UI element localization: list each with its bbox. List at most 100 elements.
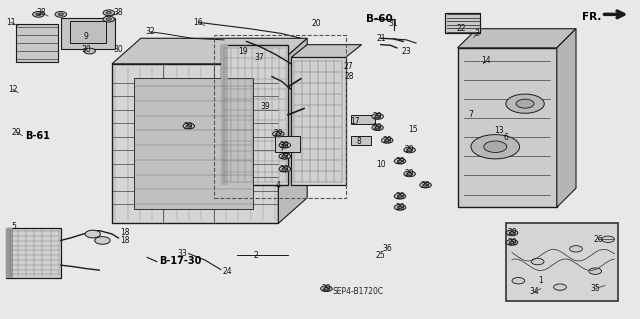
Circle shape [509, 232, 515, 234]
Bar [61, 18, 115, 49]
Circle shape [420, 182, 431, 188]
Bar [351, 136, 371, 145]
Circle shape [282, 168, 287, 170]
Text: 38: 38 [113, 8, 124, 17]
Text: 29: 29 [11, 128, 21, 137]
Circle shape [397, 195, 403, 197]
Text: 7: 7 [468, 110, 473, 119]
Circle shape [589, 268, 602, 274]
Circle shape [282, 144, 287, 146]
Circle shape [84, 48, 95, 54]
Circle shape [372, 114, 383, 119]
Bar [214, 35, 346, 198]
Bar [221, 45, 288, 185]
Text: 29: 29 [280, 165, 290, 174]
Text: 30: 30 [113, 45, 124, 54]
Circle shape [554, 284, 566, 290]
Polygon shape [557, 29, 576, 207]
Circle shape [506, 240, 518, 245]
Circle shape [471, 135, 520, 159]
Circle shape [375, 115, 380, 118]
Circle shape [404, 171, 415, 177]
Circle shape [397, 160, 403, 162]
Text: 16: 16 [193, 18, 204, 27]
Bar [275, 136, 300, 152]
Text: B-61: B-61 [26, 130, 51, 141]
Text: 7: 7 [279, 144, 284, 153]
Text: 29: 29 [404, 169, 415, 178]
Text: 39: 39 [260, 102, 271, 111]
Circle shape [394, 204, 406, 210]
Text: 34: 34 [529, 287, 540, 296]
Text: 19: 19 [238, 47, 248, 56]
Bar [458, 48, 557, 207]
Circle shape [282, 155, 287, 158]
Circle shape [397, 206, 403, 209]
Text: 30: 30 [81, 45, 92, 54]
Polygon shape [112, 38, 307, 64]
Bar [351, 115, 375, 124]
Text: 32: 32 [145, 27, 156, 36]
Text: 26: 26 [593, 235, 604, 244]
Circle shape [375, 126, 380, 129]
Circle shape [407, 173, 412, 175]
Circle shape [55, 11, 67, 17]
Text: 11: 11 [6, 18, 15, 27]
Text: 5: 5 [12, 222, 17, 231]
Text: 22: 22 [456, 24, 465, 33]
Text: 29: 29 [395, 192, 405, 201]
Text: 29: 29 [372, 123, 383, 132]
Text: 27: 27 [344, 63, 354, 71]
Bar [6, 228, 13, 278]
Circle shape [506, 230, 518, 236]
Circle shape [394, 158, 406, 164]
Text: B-17-30: B-17-30 [159, 256, 201, 266]
Text: 29: 29 [372, 112, 383, 121]
Bar [134, 78, 253, 209]
Text: 29: 29 [420, 181, 431, 189]
Circle shape [509, 241, 515, 244]
Circle shape [404, 147, 415, 153]
Circle shape [381, 137, 393, 143]
Circle shape [183, 123, 195, 129]
Text: 29: 29 [507, 238, 517, 247]
Text: SEP4-B1720C: SEP4-B1720C [333, 287, 384, 296]
Circle shape [103, 10, 115, 16]
Circle shape [394, 193, 406, 199]
Bar [506, 223, 618, 301]
Circle shape [95, 237, 110, 244]
Text: 20: 20 [312, 19, 322, 28]
Text: 14: 14 [481, 56, 492, 65]
Circle shape [279, 166, 291, 172]
Text: 29: 29 [395, 203, 405, 212]
Bar [221, 45, 228, 185]
Circle shape [279, 153, 291, 159]
Text: 18: 18 [120, 228, 129, 237]
Text: 29: 29 [280, 141, 290, 150]
Text: 12: 12 [8, 85, 17, 94]
Text: 6: 6 [503, 133, 508, 142]
Bar [16, 24, 58, 62]
Text: 4: 4 [276, 181, 281, 189]
Circle shape [324, 287, 329, 290]
Text: 29: 29 [184, 122, 194, 130]
Text: 1: 1 [538, 276, 543, 285]
Text: 36: 36 [382, 244, 392, 253]
Text: 3: 3 [474, 29, 479, 38]
Polygon shape [458, 29, 576, 48]
Text: 37: 37 [254, 53, 264, 62]
Circle shape [276, 133, 281, 135]
Circle shape [279, 142, 291, 148]
Circle shape [570, 246, 582, 252]
Text: 28: 28 [344, 72, 353, 81]
Circle shape [36, 13, 41, 16]
Circle shape [103, 16, 115, 22]
Circle shape [321, 286, 332, 292]
Circle shape [106, 18, 111, 20]
Circle shape [372, 125, 383, 130]
Circle shape [407, 149, 412, 151]
Text: 33: 33 [177, 249, 188, 258]
Circle shape [602, 236, 614, 242]
Text: 25: 25 [376, 251, 386, 260]
Text: 10: 10 [376, 160, 386, 169]
